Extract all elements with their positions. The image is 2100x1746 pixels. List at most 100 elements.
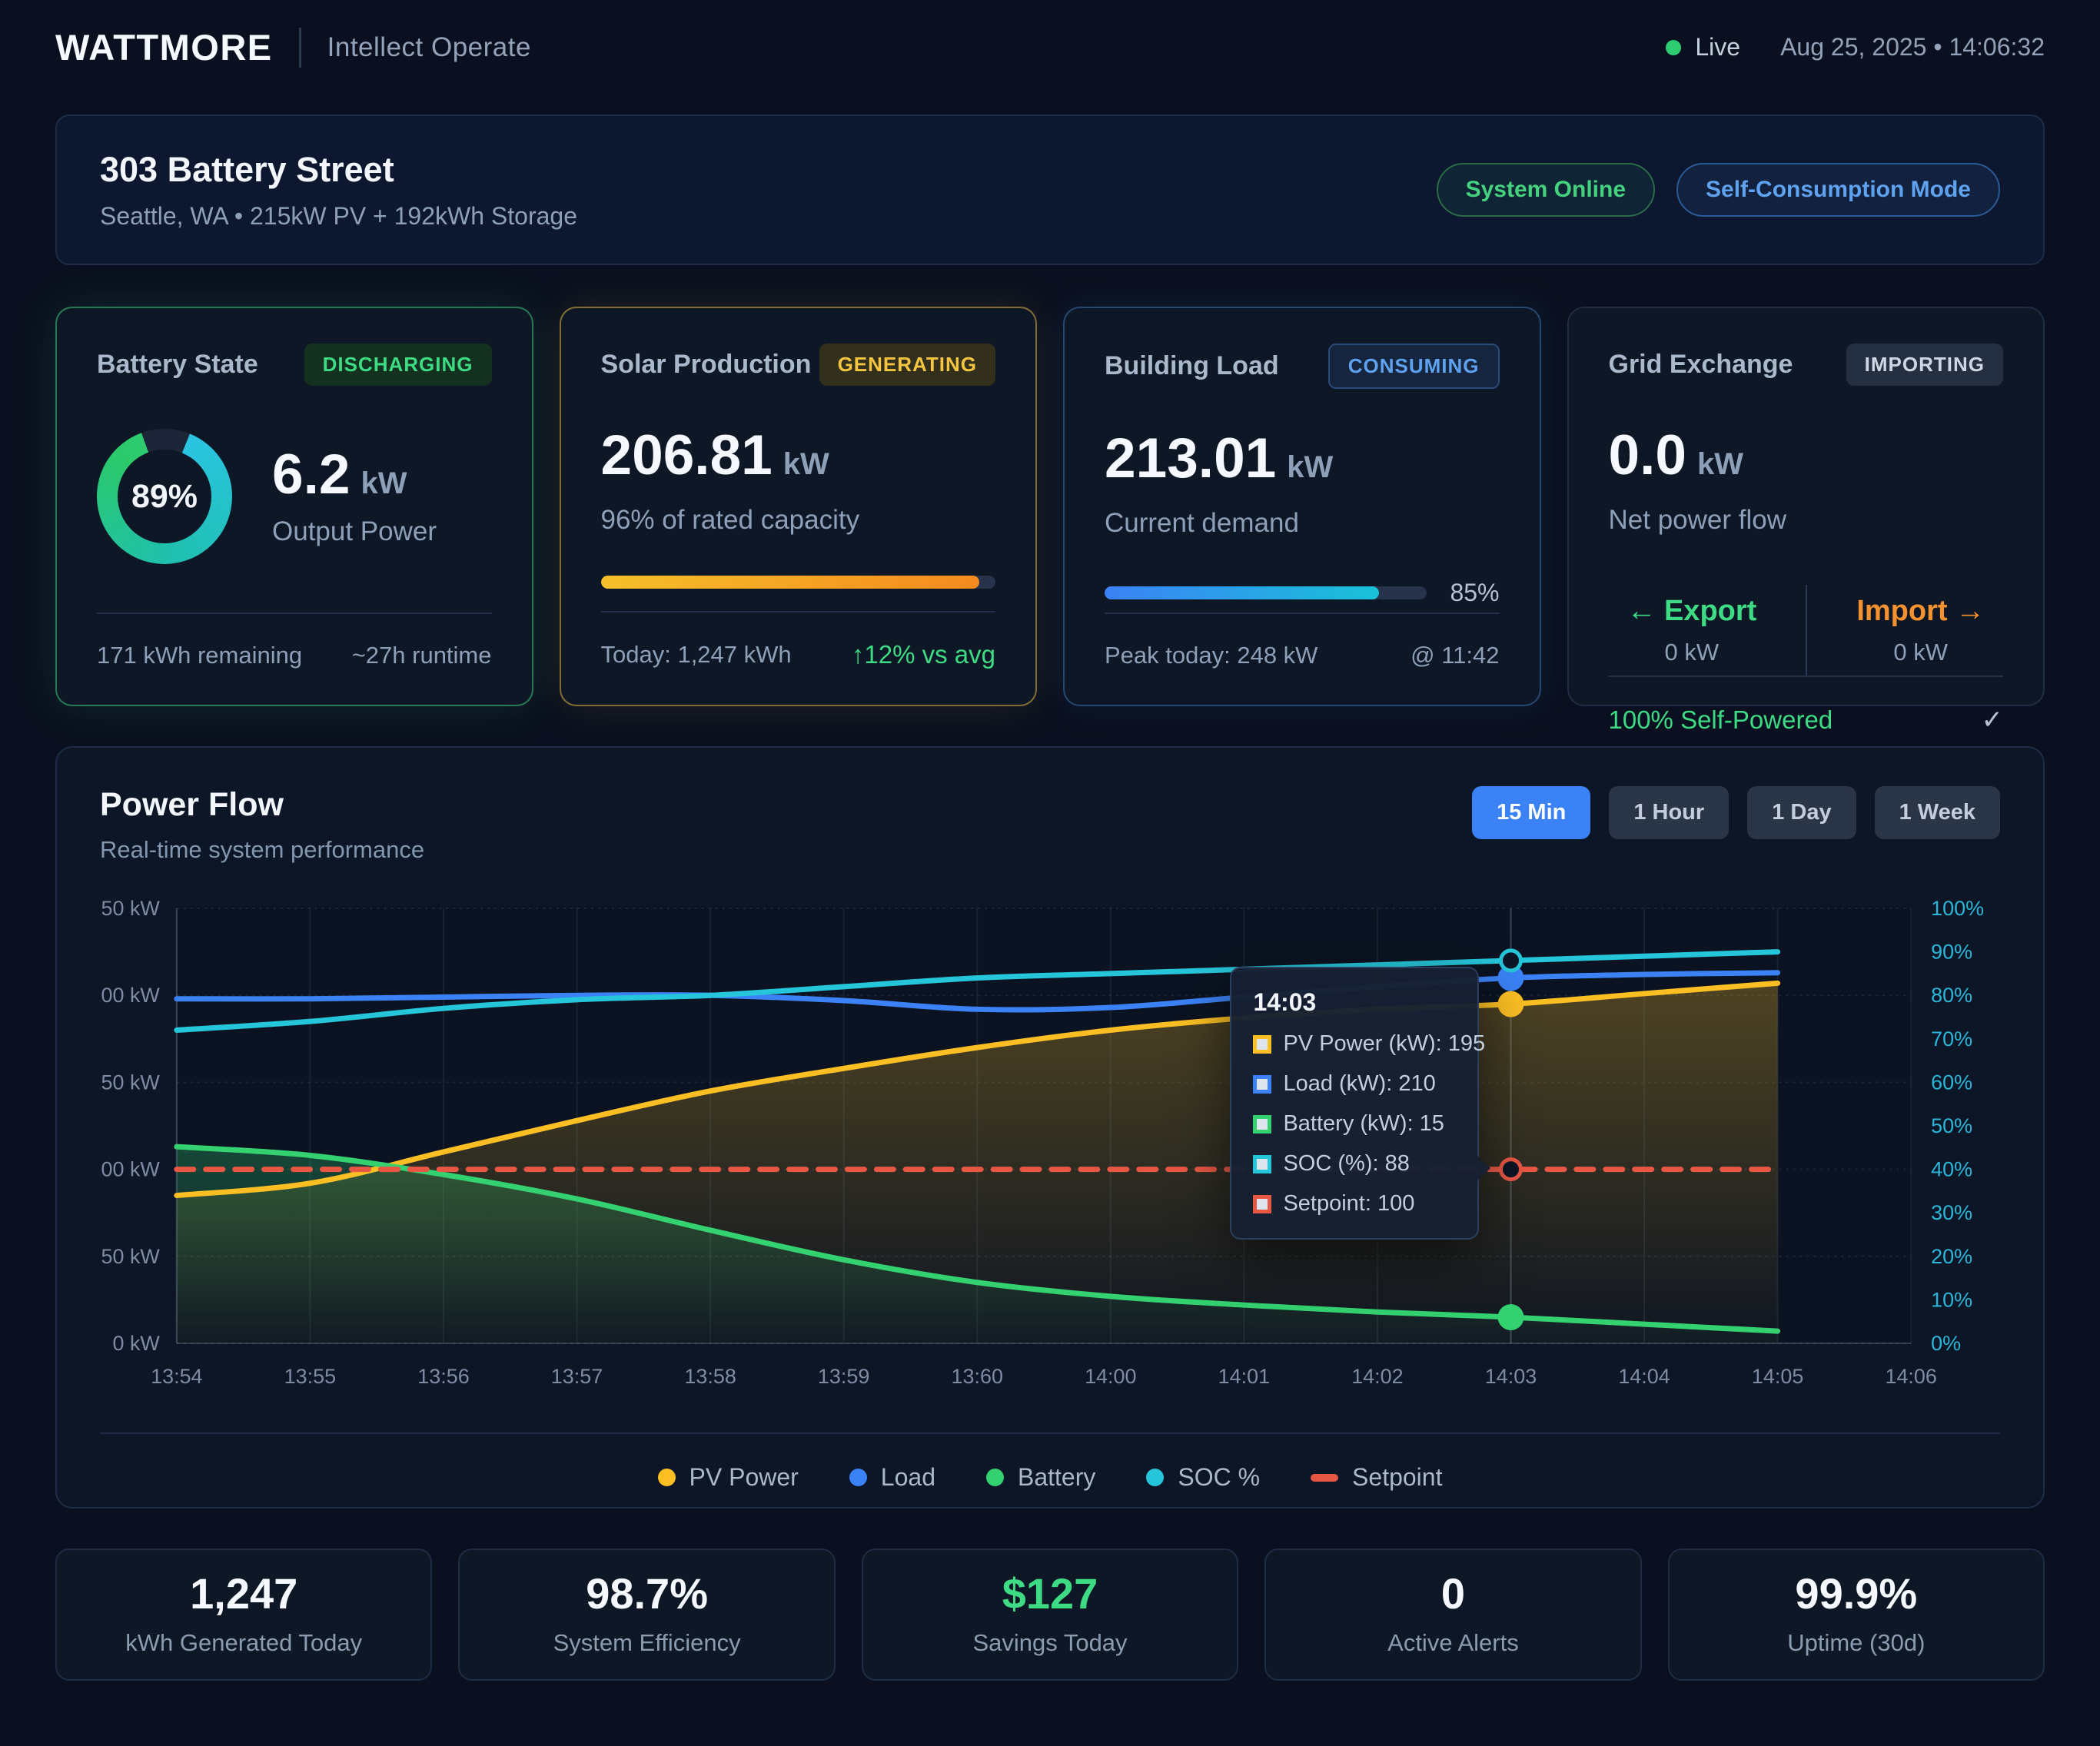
site-card: 303 Battery Street Seattle, WA • 215kW P…: [55, 115, 2045, 265]
kpi-row: Battery State DISCHARGING 89% 6.2kW Outp…: [55, 307, 2045, 706]
legend-label: Battery: [1018, 1463, 1095, 1492]
generating-badge: GENERATING: [819, 344, 995, 386]
solar-progress-track: [601, 576, 996, 589]
chart-canvas[interactable]: 0 kW50 kW100 kW150 kW200 kW250 kW0%10%20…: [100, 896, 2000, 1406]
stat-label: Savings Today: [972, 1629, 1127, 1657]
site-name: 303 Battery Street: [100, 150, 577, 190]
export-label: ← Export: [1627, 595, 1756, 628]
legend-item-soc-[interactable]: SOC %: [1146, 1463, 1260, 1492]
svg-text:13:60: 13:60: [952, 1365, 1003, 1388]
tooltip-swatch-icon: [1253, 1075, 1271, 1094]
building-load-card: Building Load CONSUMING 213.01kW Current…: [1063, 307, 1541, 706]
tooltip-swatch-icon: [1253, 1195, 1271, 1213]
tooltip-row-label: PV Power (kW): 195: [1283, 1031, 1485, 1057]
svg-text:150 kW: 150 kW: [100, 1071, 160, 1094]
chart-legend: PV Power Load Battery SOC % Setpoint: [100, 1432, 2000, 1492]
load-peak-time: @ 11:42: [1411, 642, 1499, 669]
dot-swatch-icon-1: [849, 1469, 867, 1486]
svg-text:14:04: 14:04: [1618, 1365, 1670, 1388]
svg-text:250 kW: 250 kW: [100, 897, 160, 920]
grid-subtitle: Net power flow: [1609, 505, 2004, 536]
range-button-1-day[interactable]: 1 Day: [1747, 786, 1856, 839]
svg-text:14:02: 14:02: [1351, 1365, 1403, 1388]
legend-label: SOC %: [1178, 1463, 1260, 1492]
stat-card-savings-today: $127 Savings Today: [862, 1548, 1238, 1681]
export-import-divider: [1806, 585, 1807, 675]
svg-text:50 kW: 50 kW: [101, 1245, 160, 1268]
battery-output-value: 6.2: [272, 443, 350, 506]
legend-label: PV Power: [689, 1463, 799, 1492]
discharging-badge: DISCHARGING: [304, 344, 492, 386]
svg-text:14:03: 14:03: [1485, 1365, 1537, 1388]
legend-item-load[interactable]: Load: [849, 1463, 935, 1492]
tooltip-row-label: Load (kW): 210: [1283, 1071, 1435, 1097]
solar-production-card: Solar Production GENERATING 206.81kW 96%…: [560, 307, 1038, 706]
tooltip-swatch-icon: [1253, 1155, 1271, 1173]
svg-text:40%: 40%: [1931, 1158, 1972, 1181]
dot-swatch-icon-0: [658, 1469, 676, 1486]
grid-value: 0.0: [1609, 424, 1686, 486]
tooltip-swatch-icon: [1253, 1115, 1271, 1134]
battery-remaining: 171 kWh remaining: [97, 642, 302, 669]
battery-runtime: ~27h runtime: [352, 642, 492, 669]
svg-text:30%: 30%: [1931, 1201, 1972, 1224]
stat-card-uptime-30d-: 99.9%Uptime (30d): [1668, 1548, 2045, 1681]
range-button-15-min[interactable]: 15 Min: [1472, 786, 1590, 839]
stat-value: 98.7%: [586, 1572, 708, 1615]
power-flow-chart[interactable]: 0 kW50 kW100 kW150 kW200 kW250 kW0%10%20…: [100, 896, 2000, 1406]
top-bar: WATTMORE Intellect Operate Live Aug 25, …: [0, 0, 2100, 68]
svg-text:14:01: 14:01: [1218, 1365, 1270, 1388]
self-consumption-mode-badge[interactable]: Self-Consumption Mode: [1676, 163, 2000, 217]
datetime: Aug 25, 2025 • 14:06:32: [1780, 33, 2045, 61]
check-icon: ✓: [1982, 705, 2004, 735]
svg-text:0%: 0%: [1931, 1332, 1961, 1355]
svg-text:100%: 100%: [1931, 897, 1984, 920]
stat-label: kWh Generated Today: [125, 1629, 362, 1657]
legend-item-battery[interactable]: Battery: [986, 1463, 1095, 1492]
brand-separator: [299, 28, 301, 68]
svg-text:13:54: 13:54: [151, 1365, 202, 1388]
svg-text:14:06: 14:06: [1885, 1365, 1936, 1388]
product-name: Intellect Operate: [327, 32, 531, 63]
system-online-badge[interactable]: System Online: [1437, 163, 1655, 217]
tooltip-row: PV Power (kW): 195: [1253, 1031, 1456, 1057]
site-subtitle: Seattle, WA • 215kW PV + 192kWh Storage: [100, 202, 577, 231]
dot-swatch-icon-3: [1146, 1469, 1164, 1486]
stat-value: 1,247: [190, 1572, 297, 1615]
load-subtitle: Current demand: [1105, 508, 1500, 539]
solar-today: Today: 1,247 kWh: [601, 641, 792, 669]
stat-value: $127: [1002, 1572, 1098, 1615]
solar-card-title: Solar Production: [601, 350, 812, 380]
battery-output-label: Output Power: [272, 516, 437, 547]
tooltip-row-label: Setpoint: 100: [1283, 1191, 1414, 1217]
solar-subtitle: 96% of rated capacity: [601, 505, 996, 536]
load-progress-label: 85%: [1450, 579, 1499, 607]
power-flow-panel: Power Flow Real-time system performance …: [55, 746, 2045, 1509]
live-status: Live: [1666, 33, 1740, 61]
self-powered-label: 100% Self-Powered: [1609, 705, 1833, 735]
legend-item-pv-power[interactable]: PV Power: [658, 1463, 799, 1492]
stat-label: Active Alerts: [1387, 1629, 1519, 1657]
live-dot-icon: [1666, 40, 1681, 55]
battery-card-title: Battery State: [97, 350, 258, 380]
grid-card-title: Grid Exchange: [1609, 350, 1793, 380]
svg-text:14:05: 14:05: [1752, 1365, 1803, 1388]
load-peak: Peak today: 248 kW: [1105, 642, 1317, 669]
power-flow-title: Power Flow: [100, 786, 424, 824]
load-progress-track: [1105, 586, 1427, 599]
load-value: 213.01: [1105, 427, 1276, 490]
tooltip-row-label: Battery (kW): 15: [1283, 1111, 1444, 1137]
stat-value: 0: [1441, 1572, 1465, 1615]
range-button-1-hour[interactable]: 1 Hour: [1609, 786, 1729, 839]
svg-text:13:59: 13:59: [818, 1365, 869, 1388]
stat-label: System Efficiency: [553, 1629, 741, 1657]
range-button-1-week[interactable]: 1 Week: [1875, 786, 2000, 839]
legend-item-setpoint[interactable]: Setpoint: [1311, 1463, 1442, 1492]
export-value: 0 kW: [1627, 639, 1756, 666]
svg-text:13:55: 13:55: [284, 1365, 336, 1388]
svg-text:50%: 50%: [1931, 1114, 1972, 1137]
importing-badge: IMPORTING: [1846, 344, 2003, 386]
svg-text:20%: 20%: [1931, 1245, 1972, 1268]
import-value: 0 kW: [1856, 639, 1985, 666]
svg-text:60%: 60%: [1931, 1071, 1972, 1094]
